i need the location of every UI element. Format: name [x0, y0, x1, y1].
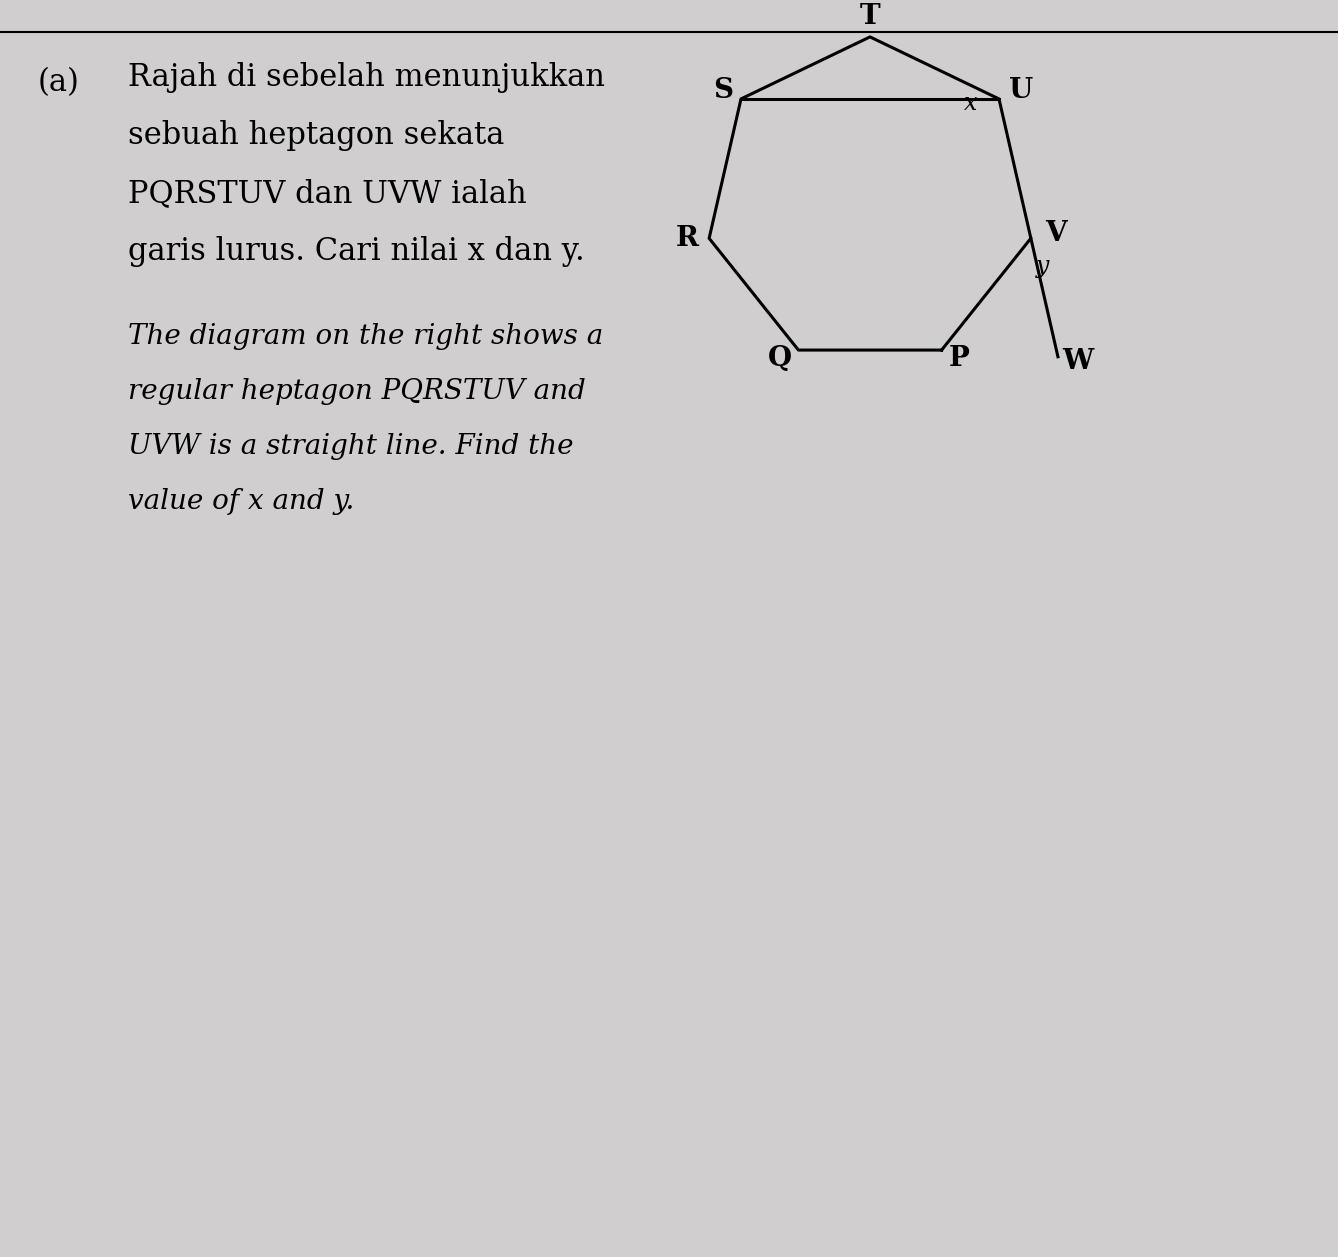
- Text: Rajah di sebelah menunjukkan: Rajah di sebelah menunjukkan: [128, 62, 605, 93]
- Text: Q: Q: [768, 344, 792, 372]
- Text: value of x and y.: value of x and y.: [128, 488, 355, 515]
- Text: R: R: [676, 225, 698, 251]
- Text: P: P: [949, 344, 970, 372]
- Text: PQRSTUV dan UVW ialah: PQRSTUV dan UVW ialah: [128, 177, 527, 209]
- Text: sebuah heptagon sekata: sebuah heptagon sekata: [128, 119, 504, 151]
- Text: The diagram on the right shows a: The diagram on the right shows a: [128, 323, 603, 351]
- Text: S: S: [713, 78, 733, 104]
- Text: (a): (a): [37, 67, 80, 98]
- Text: garis lurus. Cari nilai x dan y.: garis lurus. Cari nilai x dan y.: [128, 235, 585, 266]
- Text: W: W: [1062, 348, 1093, 376]
- Text: x: x: [965, 93, 978, 116]
- Text: V: V: [1045, 220, 1066, 246]
- Text: T: T: [860, 4, 880, 30]
- Text: y: y: [1036, 255, 1049, 278]
- Text: UVW is a straight line. Find the: UVW is a straight line. Find the: [128, 434, 574, 460]
- Text: regular heptagon PQRSTUV and: regular heptagon PQRSTUV and: [128, 378, 586, 405]
- Text: U: U: [1009, 78, 1033, 104]
